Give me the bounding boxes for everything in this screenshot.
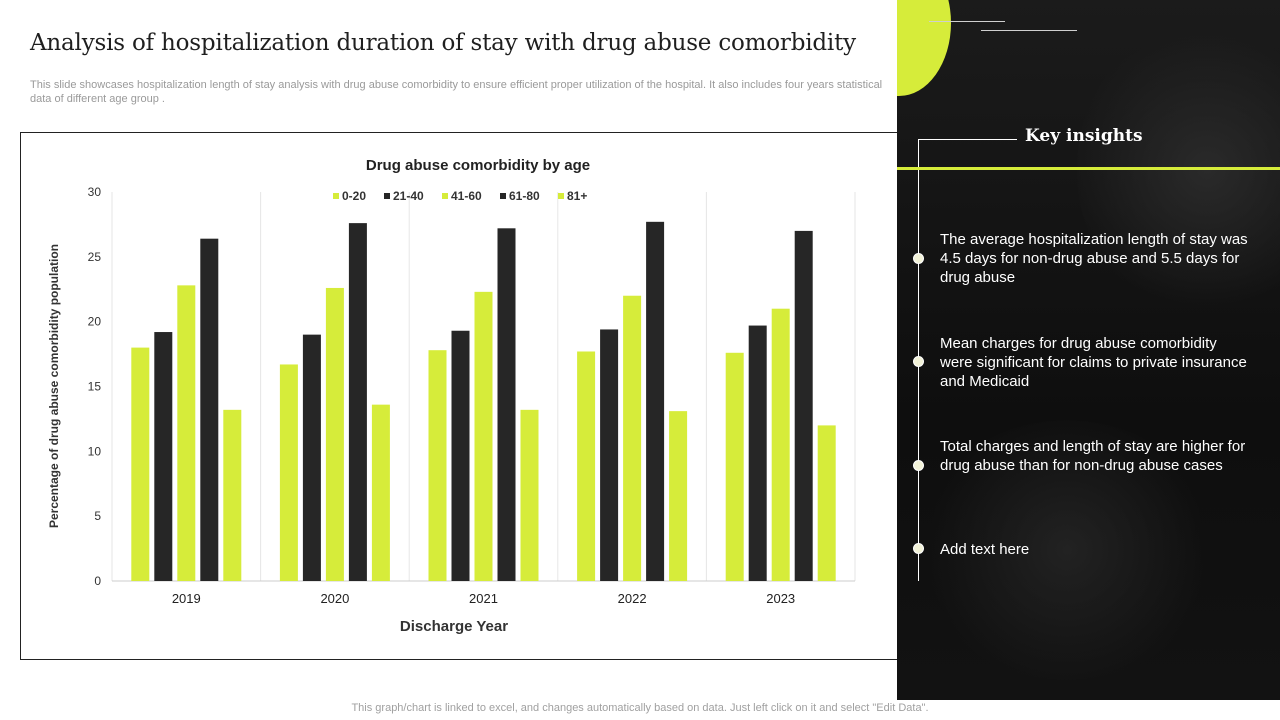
bar — [577, 351, 596, 581]
decorative-line — [981, 30, 1077, 31]
bar — [200, 238, 219, 581]
accent-rule — [897, 167, 1280, 170]
bar — [497, 228, 516, 581]
bar — [154, 332, 173, 581]
legend-swatch — [442, 193, 448, 199]
y-axis-title: Percentage of drug abuse comorbidity pop… — [47, 244, 61, 528]
chart-title: Drug abuse comorbidity by age — [366, 157, 590, 174]
bar — [348, 223, 367, 581]
bar — [669, 411, 688, 581]
decorative-line — [929, 21, 1005, 22]
bar — [817, 425, 836, 581]
bar — [131, 347, 150, 581]
chart-frame[interactable]: Drug abuse comorbidity by age 0 5 10 15 20 25 3… — [20, 132, 906, 660]
y-tick-label: 25 — [88, 250, 102, 264]
bar — [600, 329, 619, 581]
heading-connector-line — [919, 139, 1017, 140]
bar — [428, 350, 447, 581]
accent-circle — [897, 0, 951, 96]
page-subtitle: This slide showcases hospitalization len… — [30, 79, 883, 105]
bar — [223, 409, 242, 581]
bar — [302, 334, 321, 581]
y-tick-label: 0 — [94, 574, 101, 588]
insight-text: Mean charges for drug abuse comorbidity … — [940, 335, 1247, 390]
bar — [520, 409, 539, 581]
bar — [279, 364, 298, 581]
bullet-dot-icon — [913, 543, 924, 554]
legend-label: 0-20 — [342, 189, 366, 203]
bullet-dot-icon — [913, 356, 924, 367]
y-tick-label: 5 — [94, 509, 101, 523]
insight-text: Add text here — [940, 541, 1030, 558]
legend-swatch — [384, 193, 390, 199]
y-tick-label: 30 — [88, 185, 102, 199]
bar — [794, 230, 813, 581]
x-tick-label: 2021 — [469, 591, 498, 606]
page-title: Analysis of hospitalization duration of … — [30, 30, 856, 56]
x-tick-label: 2020 — [320, 591, 349, 606]
insights-panel: Key insights The average hospitalization… — [897, 0, 1280, 700]
insight-text: Total charges and length of stay are hig… — [940, 438, 1246, 474]
legend-swatch — [500, 193, 506, 199]
legend-swatch — [558, 193, 564, 199]
bar — [646, 221, 665, 581]
background-shade — [917, 420, 1217, 680]
bar — [474, 291, 493, 581]
bar — [325, 287, 344, 581]
insights-heading: Key insights — [1025, 126, 1143, 146]
bar — [371, 404, 390, 581]
x-tick-label: 2022 — [618, 591, 647, 606]
bullet-dot-icon — [913, 253, 924, 264]
bar — [177, 285, 196, 581]
bar — [451, 330, 470, 581]
legend-label: 61-80 — [509, 189, 540, 203]
y-tick-label: 15 — [88, 380, 102, 394]
y-tick-label: 10 — [88, 444, 102, 458]
y-tick-label: 20 — [88, 315, 102, 329]
legend-label: 41-60 — [451, 189, 482, 203]
bar — [771, 308, 790, 581]
x-axis-title: Discharge Year — [400, 618, 508, 635]
x-tick-label: 2023 — [766, 591, 795, 606]
legend-label: 81+ — [567, 189, 587, 203]
legend-label: 21-40 — [393, 189, 424, 203]
bar — [623, 295, 642, 581]
bar — [748, 325, 767, 581]
insight-text: The average hospitalization length of st… — [940, 231, 1248, 286]
footer-note: This graph/chart is linked to excel, and… — [351, 702, 929, 714]
bar-chart[interactable]: Drug abuse comorbidity by age 0 5 10 15 20 25 3… — [21, 133, 905, 659]
bullet-dot-icon — [913, 460, 924, 471]
bar — [725, 352, 744, 581]
background-shade — [1077, 20, 1280, 320]
legend-swatch — [333, 193, 339, 199]
x-tick-label: 2019 — [172, 591, 201, 606]
